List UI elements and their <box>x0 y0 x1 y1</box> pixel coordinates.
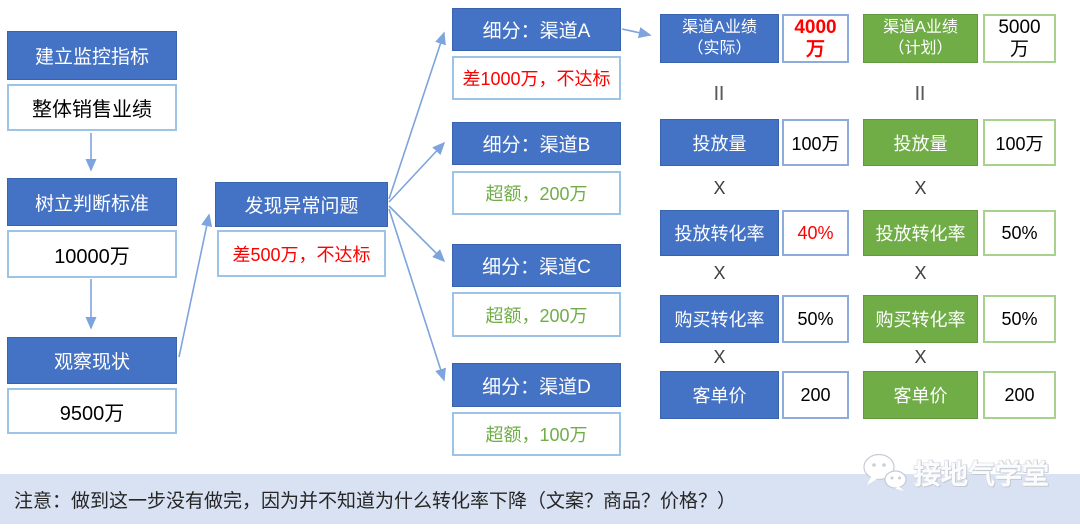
step-value-observe: 9500万 <box>7 388 177 434</box>
plan-row-volume-label: 投放量 <box>863 119 978 166</box>
problem-value: 差500万，不达标 <box>217 230 386 277</box>
actual-row-volume-label: 投放量 <box>660 119 779 166</box>
multiply-operator: X <box>914 262 927 283</box>
channel-c-value: 超额，200万 <box>452 292 621 337</box>
actual-row-volume-value: 100万 <box>782 119 849 166</box>
plan-row-buycvr-value: 50% <box>983 295 1056 343</box>
actual-title-line2: （实际） <box>687 39 752 57</box>
multiply-operator: X <box>713 177 726 198</box>
channel-c-label: 细分：渠道C <box>452 244 621 287</box>
equals-operator-plan: || <box>915 83 926 101</box>
actual-row-price-label: 客单价 <box>660 371 779 419</box>
actual-row-adcvr-label: 投放转化率 <box>660 210 779 256</box>
actual-row-price-value: 200 <box>782 371 849 419</box>
channel-a-label: 细分：渠道A <box>452 8 621 51</box>
step-value-standard: 10000万 <box>7 230 177 278</box>
plan-row-adcvr-label: 投放转化率 <box>863 210 978 256</box>
note-text: 注意：做到这一步没有做完，因为并不知道为什么转化率下降（文案？商品？价格？） <box>14 490 737 512</box>
channel-b-value: 超额，200万 <box>452 171 621 215</box>
problem-label: 发现异常问题 <box>215 182 388 227</box>
step-label-monitor: 建立监控指标 <box>7 31 177 80</box>
plan-row-buycvr-label: 购买转化率 <box>863 295 978 343</box>
channel-a-value: 差1000万，不达标 <box>452 56 621 100</box>
plan-row-adcvr-value: 50% <box>983 210 1056 256</box>
step-label-observe: 观察现状 <box>7 337 177 384</box>
plan-title-line2: （计划） <box>888 39 953 57</box>
channel-d-value: 超额，100万 <box>452 412 621 456</box>
multiply-operator: X <box>713 346 726 367</box>
plan-total-box: 5000万 <box>983 14 1056 63</box>
actual-row-buycvr-value: 50% <box>782 295 849 343</box>
actual-title-line1: 渠道A业绩 <box>682 18 757 36</box>
plan-row-volume-value: 100万 <box>983 119 1056 166</box>
actual-title-box: 渠道A业绩 （实际） <box>660 14 779 63</box>
plan-title-box: 渠道A业绩 （计划） <box>863 14 978 63</box>
actual-row-buycvr-label: 购买转化率 <box>660 295 779 343</box>
multiply-operator: X <box>914 177 927 198</box>
equals-operator-actual: || <box>714 83 725 101</box>
channel-d-label: 细分：渠道D <box>452 363 621 407</box>
watermark-text: 接地气学堂 <box>914 459 1049 490</box>
plan-title-line1: 渠道A业绩 <box>883 18 958 36</box>
channel-b-label: 细分：渠道B <box>452 122 621 165</box>
step-value-monitor: 整体销售业绩 <box>7 84 177 131</box>
multiply-operator: X <box>713 262 726 283</box>
plan-row-price-value: 200 <box>983 371 1056 419</box>
step-label-standard: 树立判断标准 <box>7 178 177 226</box>
plan-row-price-label: 客单价 <box>863 371 978 419</box>
wechat-icon <box>862 452 908 492</box>
multiply-operator: X <box>914 346 927 367</box>
actual-row-adcvr-value: 40% <box>782 210 849 256</box>
actual-total-box: 4000万 <box>782 14 849 63</box>
watermark: 接地气学堂 <box>862 452 1049 492</box>
